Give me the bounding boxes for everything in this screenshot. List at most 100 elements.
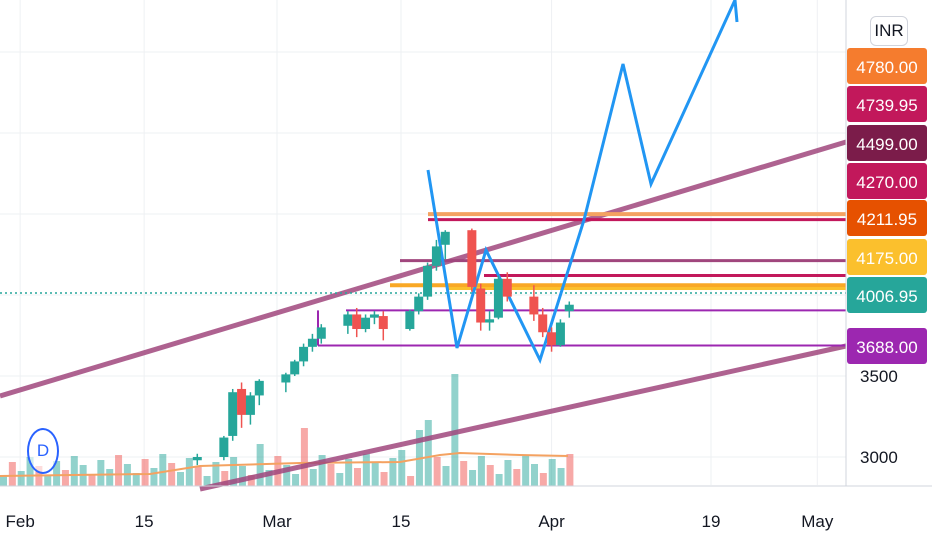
volume-bar: [53, 461, 61, 486]
candle-body: [369, 314, 379, 318]
volume-bar: [168, 463, 176, 486]
price-label-text: 3688.00: [856, 338, 917, 357]
price-label-box: [847, 163, 927, 199]
candle-body: [555, 322, 565, 346]
volume-bar: [433, 457, 441, 486]
volume-bar: [407, 476, 415, 486]
price-label-text: 4006.95: [856, 287, 917, 306]
candle-body: [192, 457, 202, 461]
volume-bar: [292, 474, 300, 486]
candle-body: [245, 395, 255, 415]
volume-bar: [513, 469, 521, 486]
volume-bar: [424, 420, 432, 486]
candle-body: [467, 230, 477, 287]
time-tick-label: 15: [392, 512, 411, 531]
price-label-box: [847, 86, 927, 122]
candle-body: [228, 392, 238, 436]
volume-bar: [44, 475, 52, 486]
candle-body: [219, 437, 229, 457]
volume-bar: [0, 476, 7, 486]
volume-bar: [265, 470, 273, 486]
volume-bar: [566, 454, 574, 486]
volume-bar: [557, 468, 565, 486]
volume-bar: [380, 472, 388, 486]
volume-bar: [309, 469, 317, 486]
volume-bar: [318, 455, 326, 486]
candle-body: [290, 361, 300, 375]
price-label-text: 4499.00: [856, 135, 917, 154]
volume-bar: [354, 468, 361, 486]
volume-bar: [203, 476, 211, 486]
interval-marker[interactable]: D: [27, 428, 59, 474]
volume-bar: [132, 473, 140, 486]
price-label-box: [847, 328, 927, 364]
volume-bar: [212, 462, 220, 486]
candle-body: [502, 278, 512, 297]
candle-body: [529, 296, 539, 315]
candle-body: [299, 346, 309, 362]
price-label-box: [847, 125, 927, 161]
candle-body: [431, 246, 441, 266]
volume-bar: [460, 461, 468, 486]
volume-bar: [177, 472, 184, 486]
volume-bar: [185, 458, 193, 486]
price-label-text: 4211.95: [857, 210, 917, 229]
volume-bar: [26, 457, 34, 486]
volume-bar: [469, 470, 477, 486]
candle-body: [538, 314, 548, 333]
volume-bar: [345, 459, 353, 486]
axes: Feb 15 Mar 15 Apr 19 May 3000 3500: [0, 0, 932, 531]
price-label-text: 4780.00: [856, 58, 917, 77]
price-label-text: 4175.00: [856, 249, 917, 268]
volume-bar: [106, 469, 114, 486]
candlestick-series[interactable]: [192, 228, 574, 466]
candle-body: [378, 316, 388, 330]
currency-button[interactable]: INR: [870, 16, 908, 46]
volume-bar: [238, 466, 246, 486]
candle-body: [237, 388, 247, 415]
candle-body: [440, 231, 450, 245]
volume-bar: [504, 460, 512, 486]
volume-bar: [336, 473, 344, 486]
trend-drawings[interactable]: [0, 0, 847, 492]
candle-body: [307, 338, 317, 347]
time-tick-label: Feb: [5, 512, 34, 531]
volume-bar: [486, 465, 494, 486]
volume-bar: [88, 474, 96, 486]
candle-body: [414, 296, 424, 312]
volume-bar: [495, 474, 503, 486]
price-tick-label: 3000: [860, 448, 898, 467]
candle-body: [476, 288, 486, 323]
volume-ma-line: [0, 451, 569, 477]
candle-body: [281, 374, 291, 383]
price-label-text: 4739.95: [856, 96, 917, 115]
candle-body: [343, 314, 353, 326]
price-axis-labels: 4780.00 4739.95 4499.00 4270.00 4211.95 4175.…: [847, 48, 927, 364]
volume-bar: [150, 468, 158, 486]
volume-bar: [283, 465, 291, 486]
volume-bar: [477, 456, 485, 486]
upper-channel-line: [0, 139, 847, 399]
chart-grid: [0, 0, 846, 485]
lower-channel-line: [199, 343, 847, 492]
time-tick-label: May: [801, 512, 834, 531]
candle-body: [493, 278, 503, 318]
volume-bar: [531, 464, 538, 486]
volume-bar: [442, 466, 450, 486]
price-label-box: [847, 48, 927, 84]
projection-path: [426, 0, 739, 365]
volume-bar: [398, 450, 406, 486]
time-tick-label: Mar: [262, 512, 292, 531]
candle-body: [405, 311, 415, 330]
candle-body: [564, 304, 574, 312]
candle-body: [423, 265, 433, 297]
volume-bars: [0, 374, 574, 486]
price-label-box: [847, 277, 927, 313]
volume-bar: [362, 454, 370, 486]
volume-bar: [115, 455, 123, 486]
candle-body: [547, 332, 557, 346]
candle-body: [361, 317, 371, 330]
volume-bar: [451, 374, 459, 486]
volume-bar: [61, 470, 69, 486]
